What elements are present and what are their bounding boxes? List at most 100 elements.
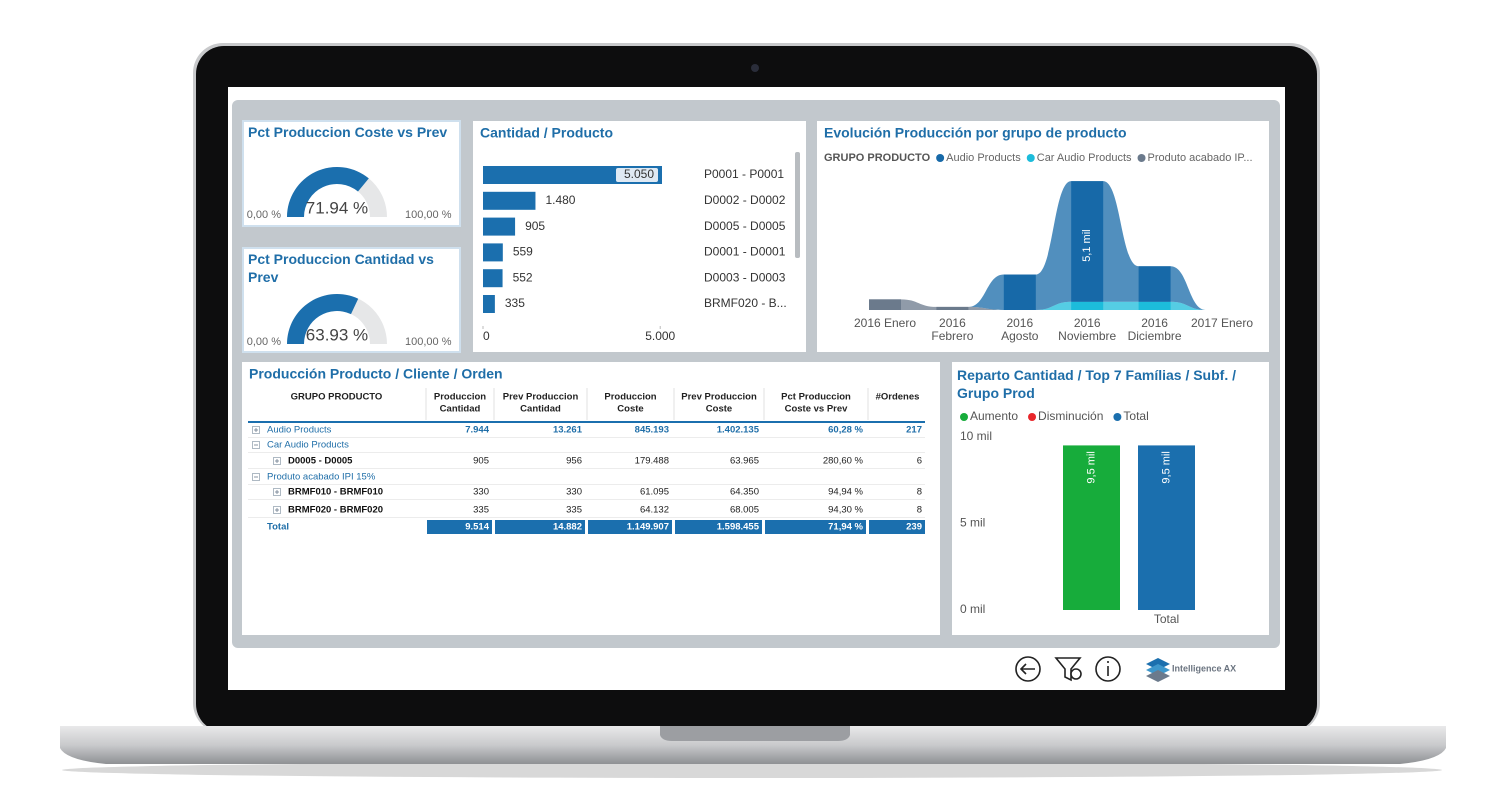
total-cell: 1.149.907 [627,522,669,533]
value-label: 9,5 mil [1085,451,1097,483]
row-label: Produto acabado IPI 15% [267,472,376,483]
cell: 68.005 [730,505,759,516]
total-cell-bg [588,520,672,534]
x-tick-label: 2016 [1141,316,1168,330]
stream-bar [1003,274,1036,310]
x-tick-label: 2016 [1006,316,1033,330]
logo [1146,658,1170,682]
bar [483,243,503,262]
category-label: D0005 - D0005 [704,219,786,233]
cell: 330 [473,487,489,498]
bar-panel [473,121,806,352]
panel-title: Cantidad / Producto [480,125,613,141]
expand-icon [273,506,281,514]
x-tick-label: Diciembre [1128,329,1182,343]
column-header: #Ordenes [876,392,920,403]
cell: 8 [917,505,922,516]
back-button[interactable] [1015,656,1041,682]
annotation: 5,1 mil [1081,229,1093,261]
legend-dot [936,154,945,162]
expand-icon [252,426,260,434]
total-cell: 1.598.455 [717,522,760,533]
legend-label: Audio Products [946,152,1021,164]
x-tick-label: 0 [483,329,490,343]
stream-bar [1071,181,1104,302]
cell: 8 [917,487,922,498]
clear-filter-button[interactable] [1054,657,1082,682]
column-header: Produccion [434,392,486,403]
cell: 60,28 % [828,425,863,436]
category-label: P0001 - P0001 [704,167,784,181]
column-header: Coste [706,404,732,415]
x-tick-label: 2017 Enero [1191,316,1253,330]
x-tick-label: Febrero [931,329,973,343]
laptop-base [60,726,1446,764]
cell: 905 [473,456,489,467]
bar [483,269,503,288]
total-cell-bg [869,520,925,534]
category-label: D0001 - D0001 [704,245,786,259]
legend-dot [960,413,968,421]
title-box: Pct Produccion Coste vs Prev [248,124,448,140]
expand-icon [273,488,281,496]
total-cell-bg [675,520,762,534]
value-label: 5.050 [624,167,654,181]
legend-dot [1028,413,1037,421]
notch [660,726,850,741]
cell: 13.261 [553,425,583,436]
row-label: Car Audio Products [267,440,349,451]
cell: 845.193 [635,425,669,436]
panel-title: Pct Produccion Coste vs Prev [248,124,448,140]
panel-title: Evolución Producción por grupo de produc… [824,125,1127,141]
cell: 335 [473,505,489,516]
bar [483,191,536,210]
panel-title: Pct Produccion Cantidad vs Prev [248,251,434,285]
expand-icon [252,473,260,481]
panel-title: Producción Producto / Cliente / Orden [249,366,503,382]
category-label: D0003 - D0003 [704,270,786,284]
x-tick-label: 2016 [1074,316,1101,330]
value-label: 559 [513,245,533,259]
gauge-max: 100,00 % [405,336,452,348]
legend-dot [1026,154,1035,162]
column-header: Prev Produccion [503,392,579,403]
stream-bar [1138,266,1171,302]
bar [1063,445,1120,610]
expand-icon [273,457,281,465]
row-label: BRMF010 - BRMF010 [288,487,383,498]
total-cell: 14.882 [553,522,582,533]
cell: 63.965 [730,456,759,467]
cell: 330 [566,487,582,498]
legend-dot [1137,154,1146,162]
bar [1138,445,1195,610]
value-label: 1.480 [545,193,575,207]
panel-title: Reparto Cantidad / Top 7 Famílias / Subf… [957,367,1236,401]
cell: 94,30 % [828,505,863,516]
bar [483,295,495,313]
cell: 280,60 % [823,456,864,467]
back-arrow [1019,663,1035,675]
column-header: Coste [617,404,643,415]
stream-bar [1138,301,1171,310]
x-tick-label: Noviembre [1058,329,1116,343]
brand: Intelligence AX [1172,663,1236,673]
info-button[interactable] [1095,656,1121,682]
x-tick-label: Total [1154,612,1179,626]
cell: 64.132 [640,505,669,516]
gauge-value [287,294,359,344]
shadow [62,762,1442,778]
table-panel [242,362,940,635]
column-header: GRUPO PRODUCTO [291,392,383,403]
value-label-bg [616,168,658,182]
legend-label: Car Audio Products [1037,152,1132,164]
footer-icons [1015,656,1121,682]
cell: 61.095 [640,487,669,498]
row-label: D0005 - D0005 [288,456,353,467]
x-tick-label: 2016 Enero [854,316,916,330]
column-header: Coste vs Prev [785,404,849,415]
legend-label: Disminución [1038,409,1103,423]
cell: 64.350 [730,487,759,498]
gauge-label: 71.94 % [306,198,368,217]
value-label: 905 [525,219,545,233]
